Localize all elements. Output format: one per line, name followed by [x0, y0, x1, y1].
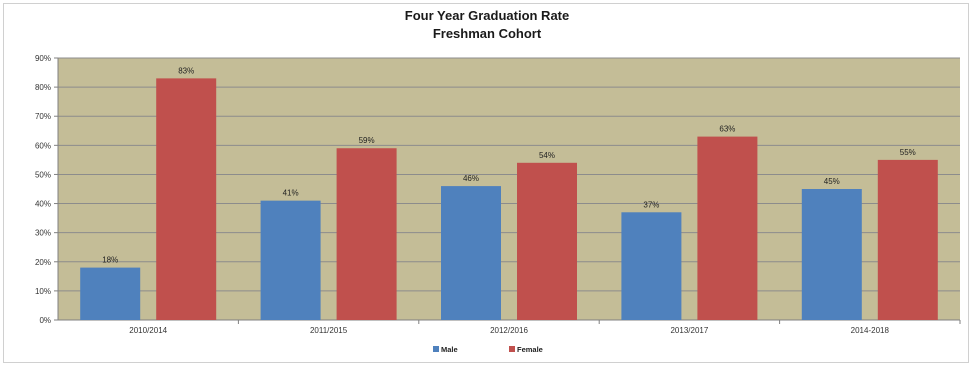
data-label: 45% [824, 177, 840, 186]
legend-label-male: Male [441, 345, 458, 354]
y-tick-label: 70% [35, 112, 51, 121]
y-tick-label: 90% [35, 54, 51, 63]
data-label: 41% [283, 189, 299, 198]
bar-female [336, 148, 397, 320]
data-label: 37% [643, 200, 659, 209]
x-tick-label: 2014-2018 [851, 326, 890, 335]
chart-border [3, 3, 969, 363]
data-label: 59% [359, 136, 375, 145]
y-tick-label: 60% [35, 141, 51, 150]
legend-swatch-male [433, 346, 439, 352]
data-label: 83% [178, 66, 194, 75]
legend-label-female: Female [517, 345, 543, 354]
x-tick-label: 2012/2016 [490, 326, 528, 335]
y-tick-label: 50% [35, 170, 51, 179]
x-tick-label: 2011/2015 [310, 326, 348, 335]
chart-title: Four Year Graduation Rate [404, 8, 570, 23]
bar-female [697, 136, 758, 320]
bar-female [877, 159, 938, 320]
bar-male [260, 200, 321, 320]
y-tick-label: 80% [35, 83, 51, 92]
data-label: 54% [539, 151, 555, 160]
bar-female [156, 78, 217, 320]
bar-female [517, 162, 577, 320]
y-tick-label: 20% [35, 258, 51, 267]
bar-male [621, 212, 682, 320]
bar-male [801, 189, 862, 320]
y-tick-label: 30% [35, 229, 51, 238]
y-tick-label: 40% [35, 200, 51, 209]
x-tick-label: 2010/2014 [129, 326, 167, 335]
bar-male [441, 186, 501, 320]
y-tick-label: 10% [35, 287, 51, 296]
bar-male [80, 267, 141, 320]
data-label: 18% [102, 256, 118, 265]
legend-swatch-female [509, 346, 515, 352]
x-tick-label: 2013/2017 [670, 326, 708, 335]
chart-subtitle: Freshman Cohort [432, 26, 542, 41]
data-label: 63% [719, 125, 735, 134]
y-tick-label: 0% [39, 316, 51, 325]
data-label: 55% [900, 148, 916, 157]
data-label: 46% [463, 174, 479, 183]
